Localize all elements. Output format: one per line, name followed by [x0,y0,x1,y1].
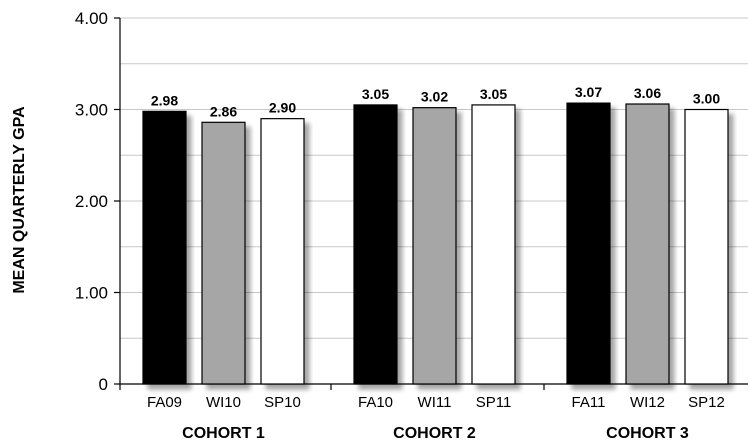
x-category-label: SP10 [264,394,301,411]
bar [260,118,305,385]
bar [142,110,187,385]
bar-value-label: 2.90 [269,100,296,116]
bar-value-label: 3.05 [480,86,507,102]
bar [625,103,670,385]
bar-value-label: 3.05 [362,86,389,102]
y-tick-label: 4.00 [75,9,108,28]
bars [142,102,729,385]
x-category-label: FA10 [358,394,393,411]
bar-value-label: 3.00 [693,91,720,107]
bar [353,104,398,385]
y-axis-title: MEAN QUARTERLY GPA [11,106,28,294]
x-group-label: COHORT 3 [606,425,689,442]
y-tick-label: 0 [99,375,108,394]
x-category-label: WI12 [630,394,665,411]
bar [201,121,246,385]
x-group-label: COHORT 2 [393,425,476,442]
bar [471,104,516,385]
bar [412,107,457,385]
bar-value-label: 3.06 [634,85,661,101]
x-category-label: SP12 [688,394,725,411]
bar [566,102,611,385]
x-category-label: WI11 [418,394,452,411]
bar [684,108,729,385]
x-category-label: WI10 [206,394,241,411]
x-group-label: COHORT 1 [182,425,265,442]
labels: 0 1.00 2.00 3.00 4.00 2.98 FA09 2.86 WI10 2.90 SP1… [75,9,725,442]
bar-value-label: 3.07 [575,84,602,100]
x-category-label: FA09 [147,394,182,411]
x-category-label: SP11 [476,394,512,411]
x-category-label: FA11 [572,394,606,411]
bar-value-label: 2.98 [151,92,178,108]
y-tick-label: 1.00 [75,284,108,303]
bar-value-label: 3.02 [421,89,448,105]
bar-value-label: 2.86 [210,103,237,119]
y-tick-label: 3.00 [75,101,108,120]
y-tick-label: 2.00 [75,192,108,211]
